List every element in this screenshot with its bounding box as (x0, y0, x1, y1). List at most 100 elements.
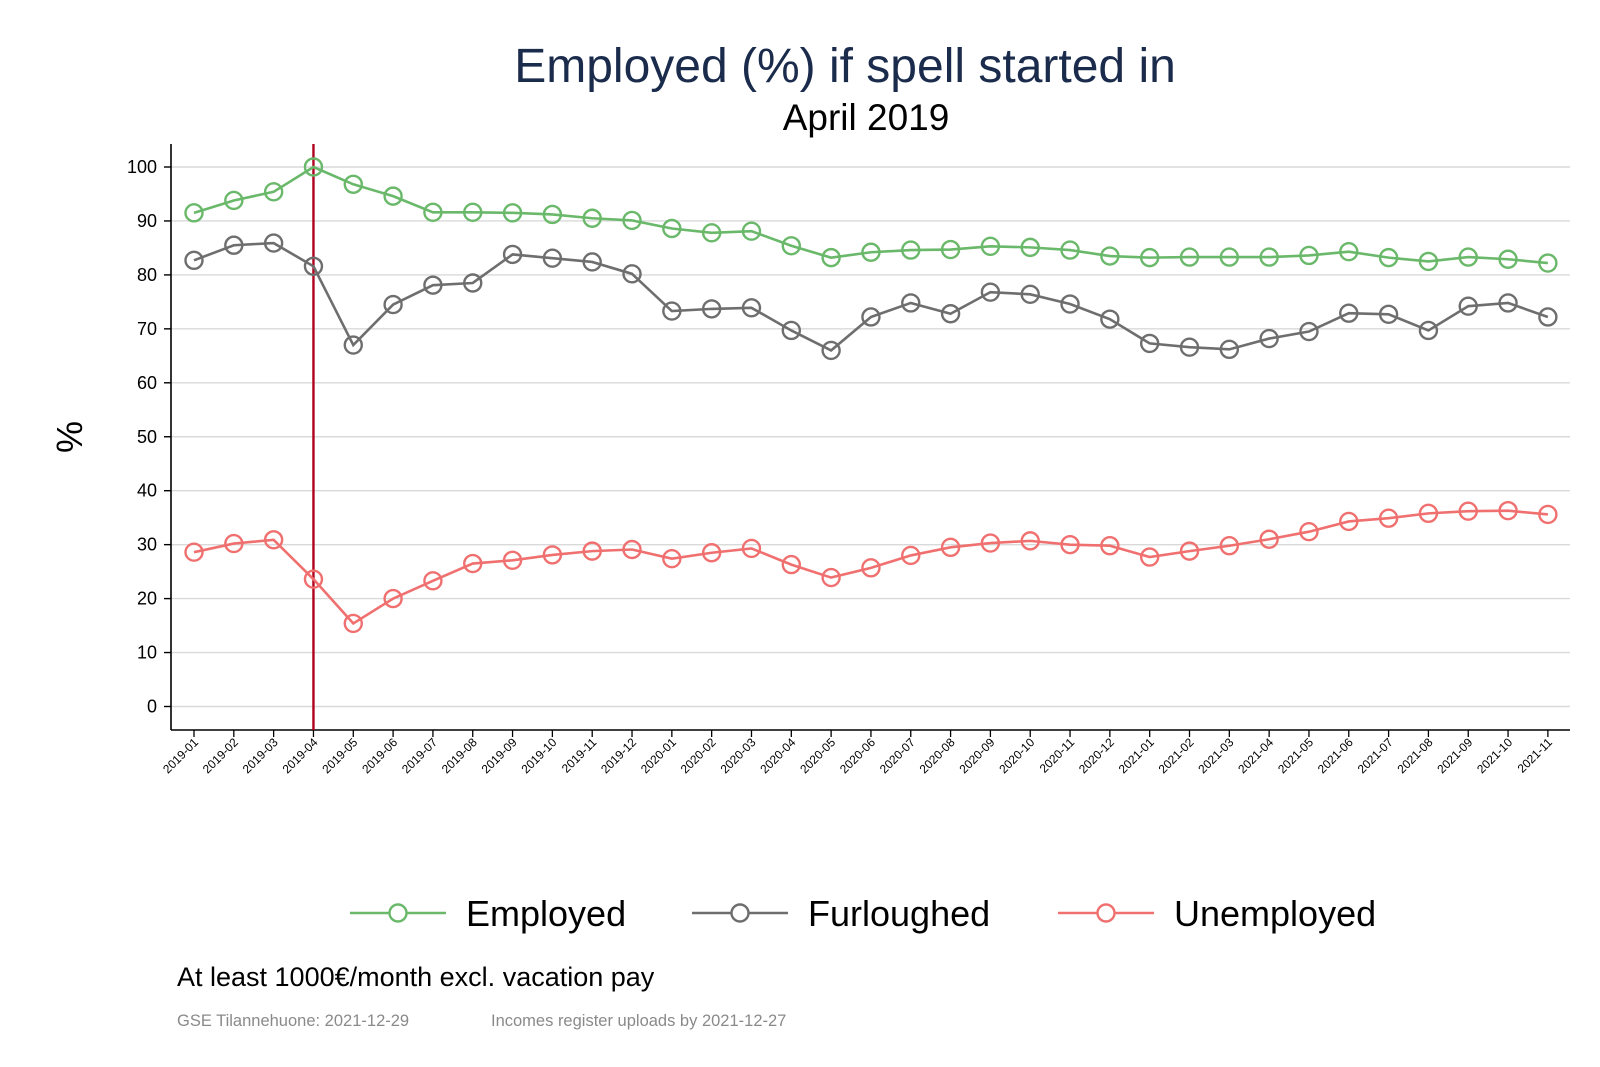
chart-subtitle: April 2019 (783, 97, 950, 138)
unemployed-point (303, 569, 324, 589)
unemployed-point (1020, 531, 1040, 551)
employed-point (662, 218, 682, 239)
furloughed-point (463, 273, 483, 293)
unemployed-point (1378, 508, 1399, 528)
unemployed-point (1100, 536, 1120, 556)
furloughed-point (940, 304, 961, 324)
employed-point (263, 182, 284, 202)
x-tick-label: 2019-01 (160, 735, 201, 776)
furloughed-point (861, 307, 881, 327)
unemployed-point (542, 545, 563, 565)
unemployed-point (901, 545, 921, 566)
employed-point (542, 204, 563, 225)
unemployed-point (502, 550, 523, 570)
source-right: Incomes register uploads by 2021-12-27 (491, 1012, 786, 1030)
unemployed-point (582, 541, 602, 561)
x-tick-label: 2019-06 (359, 735, 400, 776)
y-tick-label: 50 (137, 427, 157, 447)
x-tick-label: 2021-09 (1434, 735, 1475, 776)
employed-point (1020, 237, 1040, 258)
unemployed-point (1219, 536, 1240, 556)
unemployed-point (980, 533, 1001, 553)
furloughed-point (343, 335, 363, 355)
employed-point (1060, 240, 1080, 260)
employed-line (193, 165, 1549, 265)
employed-point (781, 236, 801, 256)
employed-point (1139, 247, 1160, 268)
furloughed-point (1418, 320, 1439, 341)
x-tick-label: 2020-04 (757, 735, 798, 776)
employed-point (1378, 247, 1399, 268)
unemployed-point (1299, 522, 1319, 542)
x-tick-label: 2021-08 (1394, 735, 1435, 776)
gridlines (171, 166, 1570, 708)
x-tick-label: 2020-02 (678, 735, 719, 776)
furloughed-point (1299, 321, 1319, 342)
series-group (184, 157, 1558, 634)
employed-point (1538, 253, 1558, 273)
employed-point (741, 221, 762, 241)
unemployed-point (662, 548, 682, 569)
x-tick-label: 2021-10 (1474, 735, 1515, 776)
x-tick-label: 2021-01 (1116, 735, 1157, 776)
furloughed-point (781, 320, 801, 341)
furloughed-point (901, 293, 921, 313)
unemployed-point (1339, 511, 1359, 532)
employed-point (940, 239, 961, 260)
y-tick-label: 0 (147, 697, 157, 717)
footer-note: At least 1000€/month excl. vacation pay (177, 962, 655, 992)
unemployed-point (423, 571, 443, 591)
unemployed-point (701, 543, 722, 563)
unemployed-point (1060, 534, 1080, 555)
legend-employed-label: Employed (466, 893, 626, 934)
unemployed-point (1139, 547, 1160, 567)
source-left: GSE Tilannehuone: 2021-12-29 (177, 1012, 409, 1030)
furloughed-point (1378, 304, 1399, 324)
x-tick-label: 2019-07 (399, 735, 440, 776)
x-tick-label: 2020-01 (638, 735, 679, 776)
furloughed-point (263, 233, 284, 253)
x-tick-label: 2020-03 (718, 735, 759, 776)
furloughed-point (821, 340, 841, 361)
x-tick-label: 2019-03 (240, 735, 281, 776)
unemployed-point (1538, 504, 1558, 525)
employed-point (224, 190, 244, 211)
unemployed-line (193, 509, 1549, 626)
furloughed-point (1538, 307, 1558, 327)
legend-unemployed-marker (1096, 903, 1116, 923)
x-tick-label: 2020-09 (956, 735, 997, 776)
employed-point (701, 223, 722, 243)
unemployed-point (1418, 503, 1439, 524)
x-tick-label: 2019-08 (439, 735, 480, 776)
x-tick-label: 2019-12 (598, 735, 639, 776)
furloughed-point (1458, 296, 1478, 316)
y-tick-label: 100 (127, 157, 157, 177)
employed-point (622, 210, 642, 231)
furloughed-line (193, 241, 1549, 352)
x-tick-label: 2021-03 (1195, 735, 1236, 776)
legend: Employed Furloughed Unemployed (350, 893, 1376, 934)
furloughed-point (1100, 309, 1120, 329)
furloughed-point (1179, 337, 1200, 357)
furloughed-point (1259, 328, 1279, 349)
y-tick-label: 90 (137, 211, 157, 231)
y-tick-label: 60 (137, 373, 157, 393)
y-tick-label: 10 (137, 643, 157, 663)
furloughed-point (1060, 294, 1080, 314)
furloughed-point (1139, 333, 1160, 354)
furloughed-point (383, 294, 403, 315)
employed-point (1498, 249, 1518, 269)
employed-point (1219, 247, 1240, 267)
y-tick-label: 20 (137, 589, 157, 609)
employed-point (1100, 246, 1120, 266)
employed-point (980, 236, 1001, 257)
y-tick-label: 80 (137, 265, 157, 285)
unemployed-point (1259, 529, 1279, 549)
x-tick-label: 2020-12 (1076, 735, 1117, 776)
unemployed-point (622, 539, 642, 560)
employed-point (1259, 247, 1279, 267)
legend-employed-marker (388, 903, 408, 923)
x-tick-label: 2020-05 (797, 735, 838, 776)
employed-point (1179, 247, 1200, 267)
